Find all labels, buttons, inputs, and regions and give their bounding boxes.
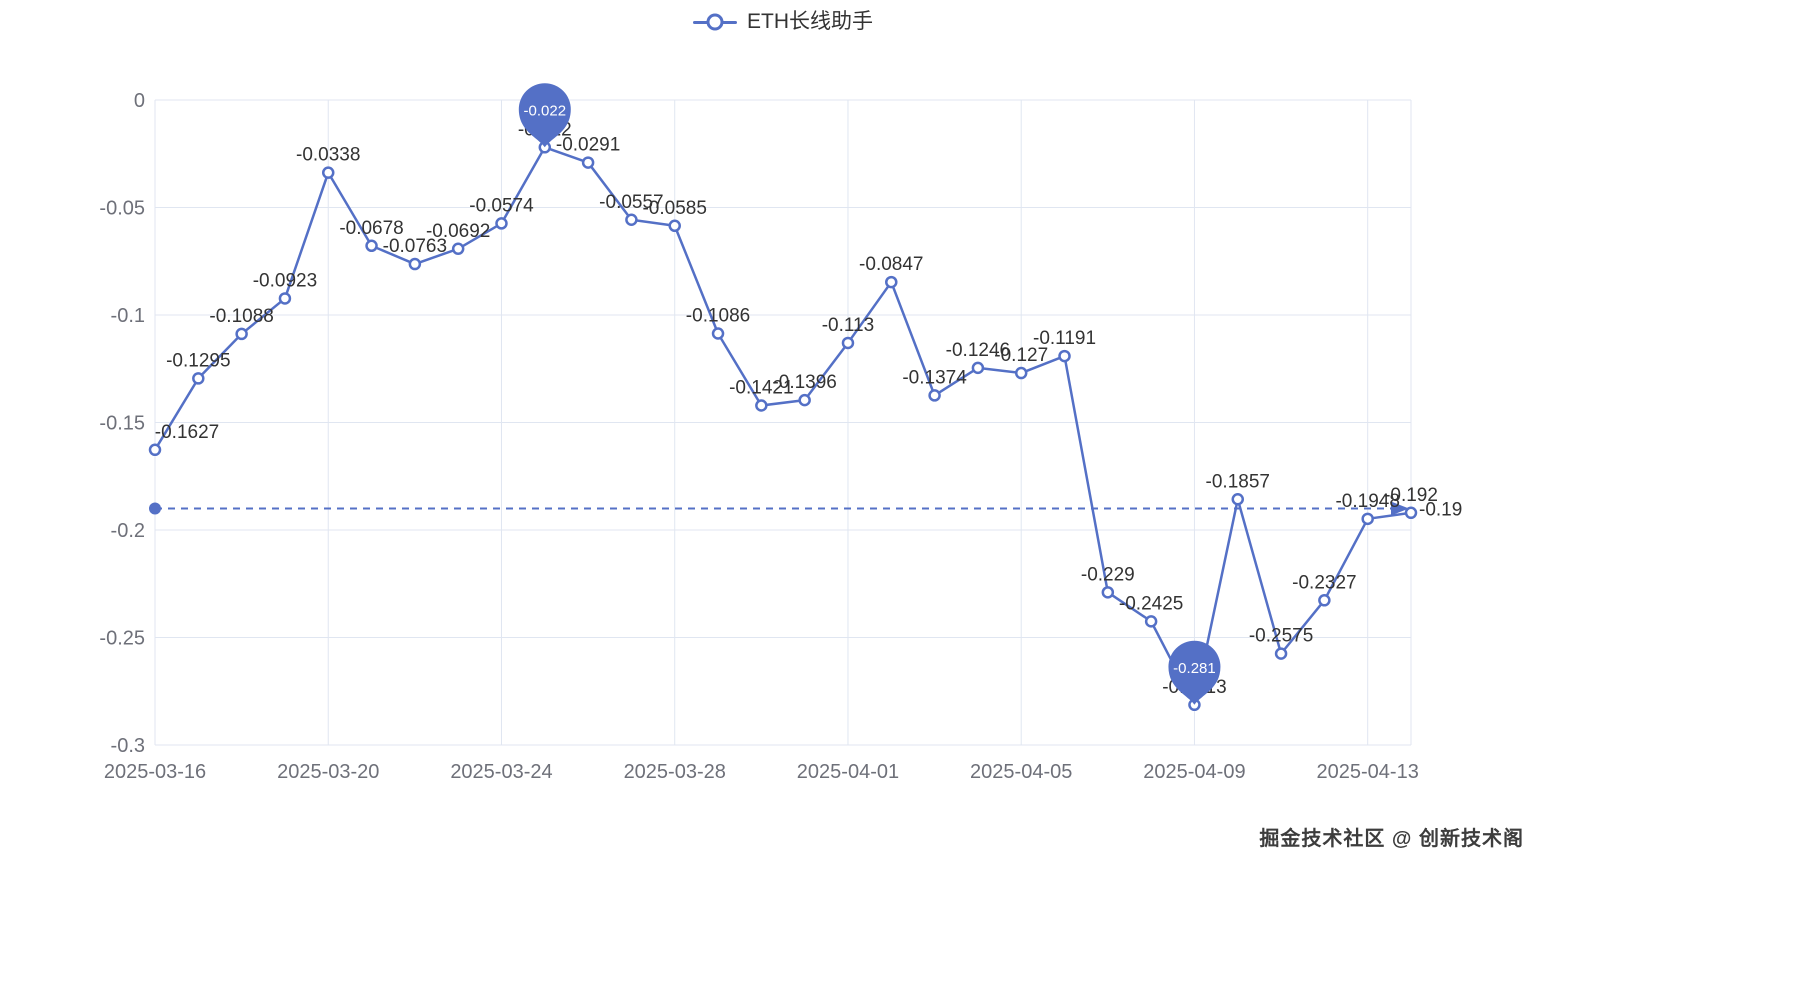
- data-point-label: -0.1374: [902, 367, 967, 388]
- y-axis-tick-label: -0.15: [99, 413, 145, 435]
- legend-line-circle-icon: [693, 13, 737, 31]
- data-point[interactable]: [192, 372, 205, 385]
- data-point-label: -0.1088: [209, 306, 273, 327]
- data-point[interactable]: [1404, 506, 1418, 520]
- data-point-label: -0.1396: [772, 372, 836, 393]
- data-point-label: -0.229: [1081, 564, 1135, 585]
- pin-label: -0.281: [1173, 660, 1216, 677]
- data-point-label: -0.2327: [1292, 572, 1356, 593]
- mark-point-pin-max[interactable]: -0.022: [518, 83, 571, 148]
- x-axis-tick-label: 2025-04-05: [970, 761, 1072, 783]
- pin-icon: [1168, 640, 1221, 705]
- data-point[interactable]: [451, 242, 465, 256]
- mark-line-label: -0.19: [1419, 500, 1462, 521]
- data-point[interactable]: [321, 166, 335, 179]
- data-point-label: -0.2575: [1249, 626, 1313, 647]
- x-axis-tick-label: 2025-03-20: [277, 761, 379, 783]
- data-point-label: -0.0291: [556, 135, 620, 156]
- mark-line-start-dot: [149, 502, 161, 515]
- y-axis-tick-label: -0.05: [99, 198, 145, 220]
- data-point[interactable]: [971, 361, 985, 375]
- data-point[interactable]: [1318, 594, 1331, 607]
- data-point-label: -0.1246: [946, 340, 1010, 361]
- data-point[interactable]: [755, 399, 768, 412]
- pin-label: -0.022: [524, 102, 567, 119]
- mark-line-group: -0.19: [149, 500, 1462, 521]
- data-labels: -0.1627 -0.1295 -0.1088 -0.0923 -0.0338 -0.06…: [155, 119, 1438, 697]
- data-point-label: -0.1627: [155, 422, 219, 443]
- data-point-label: -0.1948: [1335, 491, 1399, 512]
- data-point[interactable]: [278, 292, 292, 305]
- data-point[interactable]: [1231, 493, 1245, 506]
- data-point-label: -0.0923: [253, 270, 317, 291]
- x-axis-tick-label: 2025-04-01: [797, 761, 899, 783]
- data-point-label: -0.1086: [686, 305, 750, 326]
- data-point[interactable]: [1361, 512, 1374, 526]
- data-point-label: -0.1295: [166, 350, 230, 371]
- data-point-label: -0.2425: [1119, 593, 1183, 614]
- x-axis-tick-label: 2025-03-16: [104, 761, 206, 783]
- mark-line-arrow-icon: [1391, 501, 1409, 516]
- data-point-label: -0.113: [822, 315, 874, 336]
- data-point[interactable]: [1144, 615, 1158, 628]
- y-axis-tick-label: -0.25: [99, 628, 145, 650]
- data-point[interactable]: [1014, 366, 1028, 380]
- x-axis-tick-label: 2025-03-28: [624, 761, 726, 783]
- x-axis-tick-label: 2025-04-13: [1317, 761, 1419, 783]
- x-axis-tick-label: 2025-04-09: [1143, 761, 1245, 783]
- y-axis-tick-label: 0: [134, 90, 145, 112]
- data-point[interactable]: [408, 257, 422, 271]
- data-point-label: -0.0847: [859, 254, 923, 275]
- data-point[interactable]: [1101, 586, 1115, 599]
- data-point-label: -0.0557: [599, 192, 663, 213]
- data-point[interactable]: [625, 213, 638, 227]
- data-point-label: -0.1421: [729, 378, 793, 399]
- data-point[interactable]: [841, 336, 855, 350]
- legend-label: ETH长线助手: [747, 10, 873, 33]
- legend-eth-series[interactable]: ETH长线助手: [693, 8, 873, 36]
- data-point-label: -0.1857: [1206, 471, 1270, 492]
- data-point[interactable]: [495, 217, 508, 230]
- mark-point-pin-min[interactable]: -0.281: [1168, 640, 1221, 705]
- data-point-label: -0.0692: [426, 221, 490, 242]
- data-point[interactable]: [581, 156, 595, 169]
- y-axis-tick-label: -0.1: [111, 305, 145, 327]
- data-point[interactable]: [885, 275, 898, 289]
- data-point-label: -0.0678: [339, 218, 403, 239]
- data-point[interactable]: [235, 327, 248, 341]
- data-point-label: -0.192: [1384, 485, 1438, 506]
- data-point[interactable]: [668, 219, 681, 233]
- data-point[interactable]: [928, 389, 941, 402]
- data-point[interactable]: [711, 327, 725, 340]
- y-axis-tick-label: -0.3: [111, 735, 145, 757]
- data-point[interactable]: [365, 239, 378, 253]
- pin-icon: [518, 83, 571, 148]
- x-axis-tick-label: 2025-03-24: [450, 761, 552, 783]
- data-point-label: -0.0574: [469, 195, 534, 216]
- data-point-label: -0.0338: [296, 145, 360, 166]
- data-point-label: -0.127: [994, 345, 1048, 366]
- grid: 0 -0.05 -0.1 -0.15 -0.2 -0.25 -0.3 2025-03-16 20…: [99, 90, 1418, 783]
- watermark-text: 掘金技术社区 @ 创新技术阁: [1259, 828, 1524, 850]
- data-point[interactable]: [148, 443, 162, 457]
- y-axis-tick-label: -0.2: [111, 520, 145, 542]
- data-point-label: -0.1191: [1033, 328, 1096, 349]
- data-point[interactable]: [1058, 349, 1071, 363]
- data-point[interactable]: [1274, 647, 1288, 660]
- data-point[interactable]: [798, 393, 811, 407]
- data-point-label: -0.0585: [642, 198, 706, 219]
- data-point-label: -0.0763: [383, 236, 447, 257]
